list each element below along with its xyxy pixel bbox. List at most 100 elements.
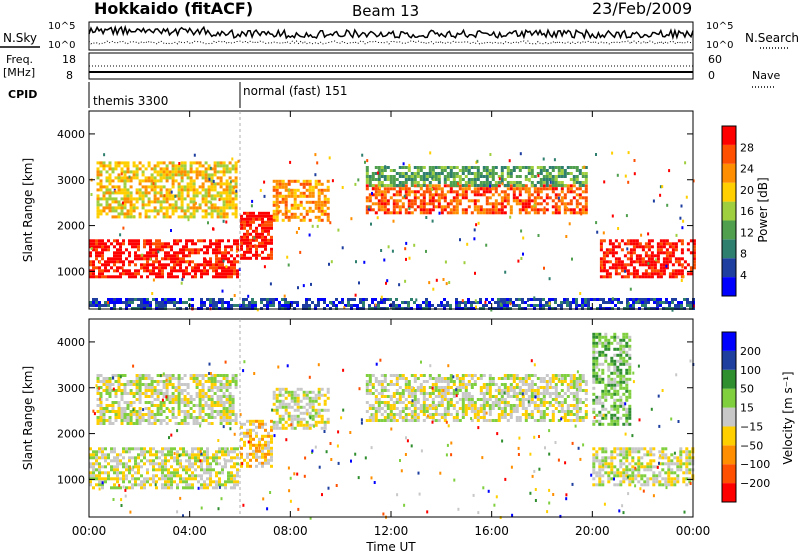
power-cell-band-1 [207, 206, 211, 210]
power-cell-band-3 [290, 191, 294, 195]
power-cell-band-5 [566, 166, 570, 169]
power-cell-band-1 [174, 203, 178, 207]
power-cell-band-1 [114, 209, 118, 213]
velocity-cell-band-1 [171, 407, 175, 410]
power-cell-band-3 [275, 182, 279, 186]
power-cell-band-1 [120, 179, 124, 183]
power-cell-band-5 [473, 175, 477, 178]
velocity-cell-band-0 [101, 471, 104, 475]
velocity-cell-band-0 [155, 453, 158, 457]
power-cell-band-7 [377, 301, 380, 304]
power-scatter-point [363, 260, 366, 264]
power-cell-band-6 [608, 239, 612, 243]
power-cell-band-0 [134, 269, 137, 273]
power-cell-band-1 [213, 167, 217, 171]
power-scatter-point [640, 233, 643, 237]
power-cell-band-1 [129, 200, 133, 204]
power-cell-band-1 [192, 197, 196, 201]
velocity-cell-band-1 [183, 401, 187, 404]
velocity-cell-band-3 [296, 399, 300, 403]
power-cell-band-1 [231, 188, 235, 192]
velocity-cell-band-1 [99, 404, 103, 407]
power-cell-band-3 [272, 209, 276, 213]
velocity-cell-band-4 [413, 413, 417, 416]
velocity-cell-band-0 [158, 462, 161, 466]
velocity-cell-band-1 [117, 386, 121, 389]
velocity-cell-band-1 [99, 386, 103, 389]
velocity-cell-band-0 [143, 462, 146, 466]
velocity-cell-band-4 [449, 401, 453, 404]
velocity-cell-band-1 [99, 401, 103, 404]
velocity-cell-band-1 [222, 419, 226, 422]
power-cell-band-1 [111, 209, 115, 213]
power-cell-band-0 [104, 269, 107, 273]
power-cell-band-0 [215, 254, 218, 258]
velocity-cell-band-0 [209, 456, 212, 460]
power-scatter-point [463, 261, 466, 265]
velocity-cell-band-1 [231, 401, 235, 404]
power-cell-band-0 [149, 263, 152, 267]
power-cell-band-4 [473, 205, 477, 209]
power-cell-band-3 [317, 215, 321, 219]
power-cell-band-4 [500, 190, 504, 194]
power-scatter-point [442, 278, 445, 281]
power-scatter-point [685, 195, 688, 199]
velocity-cell-band-4 [482, 413, 486, 416]
power-cell-band-4 [440, 187, 444, 191]
velocity-cell-band-0 [230, 471, 233, 475]
velocity-cell-band-1 [219, 374, 223, 377]
velocity-cell-band-1 [126, 404, 130, 407]
velocity-cell-band-1 [120, 410, 124, 413]
velocity-cell-band-1 [168, 401, 172, 404]
velocity-cell-band-0 [182, 480, 185, 484]
velocity-cell-band-2 [267, 452, 270, 456]
power-cell-band-0 [146, 257, 149, 261]
power-cell-band-0 [173, 257, 176, 261]
velocity-cell-band-2 [246, 434, 249, 438]
power-cell-band-1 [183, 185, 187, 189]
power-cell-band-5 [551, 175, 555, 178]
velocity-cell-band-0 [206, 486, 209, 490]
power-cell-band-1 [135, 164, 139, 168]
velocity-cell-band-0 [188, 456, 191, 460]
power-cell-band-1 [192, 200, 196, 204]
power-cell-band-1 [117, 164, 121, 168]
power-cell-band-5 [560, 181, 564, 184]
power-cell-band-0 [170, 269, 173, 273]
velocity-cell-band-1 [105, 386, 109, 389]
velocity-cell-band-1 [138, 386, 142, 389]
power-scatter-point [225, 191, 228, 195]
power-cell-band-0 [101, 254, 104, 258]
power-cell-band-7 [632, 298, 635, 301]
power-cell-band-4 [428, 211, 432, 215]
power-cell-band-0 [215, 251, 218, 255]
power-cell-band-1 [225, 167, 229, 171]
power-cell-band-1 [147, 164, 151, 168]
velocity-cell-band-1 [168, 395, 172, 398]
power-cell-band-1 [234, 194, 238, 198]
velocity-cell-band-0 [113, 447, 116, 451]
power-cell-band-1 [123, 179, 127, 183]
velocity-cell-band-1 [222, 413, 226, 416]
power-cell-band-7 [659, 301, 662, 304]
velocity-cell-band-4 [455, 392, 459, 395]
power-cell-band-1 [234, 161, 238, 165]
velocity-cell-band-4 [371, 383, 375, 386]
power-cell-band-0 [146, 242, 149, 246]
power-cell-band-7 [413, 301, 416, 304]
velocity-cell-band-1 [213, 374, 217, 377]
power-cell-band-7 [653, 301, 656, 304]
power-cell-band-0 [149, 272, 152, 276]
power-cell-band-7 [659, 304, 662, 307]
power-cell-band-5 [518, 166, 522, 169]
power-cell-band-7 [479, 298, 482, 301]
power-cell-band-4 [539, 190, 543, 194]
velocity-cell-band-0 [227, 450, 230, 454]
velocity-cell-band-0 [92, 450, 95, 454]
power-cell-band-7 [356, 304, 359, 307]
power-cell-band-4 [431, 193, 435, 197]
power-cell-band-4 [392, 193, 396, 197]
power-cell-band-5 [437, 172, 441, 175]
power-cell-band-7 [626, 298, 629, 301]
velocity-cell-band-4 [410, 410, 414, 413]
